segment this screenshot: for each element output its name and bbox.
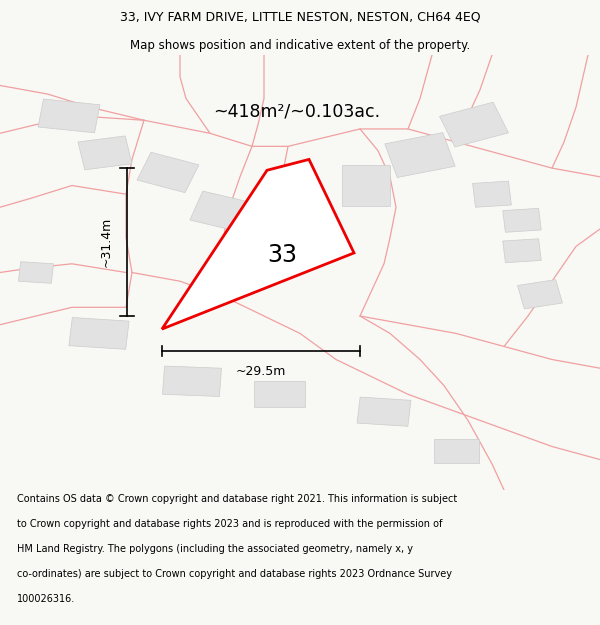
Text: Contains OS data © Crown copyright and database right 2021. This information is : Contains OS data © Crown copyright and d… [17,494,457,504]
Polygon shape [342,165,390,206]
Polygon shape [503,208,541,232]
Text: ~29.5m: ~29.5m [236,365,286,378]
Text: Map shows position and indicative extent of the property.: Map shows position and indicative extent… [130,39,470,51]
Polygon shape [137,152,199,192]
Polygon shape [69,318,129,349]
Polygon shape [254,381,305,408]
Polygon shape [19,262,53,283]
Polygon shape [38,99,100,132]
Polygon shape [78,136,132,170]
Polygon shape [385,132,455,178]
Polygon shape [190,191,254,232]
Text: 33, IVY FARM DRIVE, LITTLE NESTON, NESTON, CH64 4EQ: 33, IVY FARM DRIVE, LITTLE NESTON, NESTO… [119,11,481,24]
Text: co-ordinates) are subject to Crown copyright and database rights 2023 Ordnance S: co-ordinates) are subject to Crown copyr… [17,569,452,579]
Polygon shape [163,366,221,396]
Polygon shape [440,102,508,147]
Polygon shape [503,239,541,262]
Text: to Crown copyright and database rights 2023 and is reproduced with the permissio: to Crown copyright and database rights 2… [17,519,442,529]
Polygon shape [357,397,411,426]
Text: 100026316.: 100026316. [17,594,75,604]
Text: HM Land Registry. The polygons (including the associated geometry, namely x, y: HM Land Registry. The polygons (includin… [17,544,413,554]
Polygon shape [433,439,479,462]
Polygon shape [517,279,563,309]
Text: ~31.4m: ~31.4m [99,217,112,267]
Text: 33: 33 [267,243,297,267]
Polygon shape [473,181,511,208]
Text: ~418m²/~0.103ac.: ~418m²/~0.103ac. [213,102,380,121]
Polygon shape [162,159,354,329]
Polygon shape [267,204,321,237]
